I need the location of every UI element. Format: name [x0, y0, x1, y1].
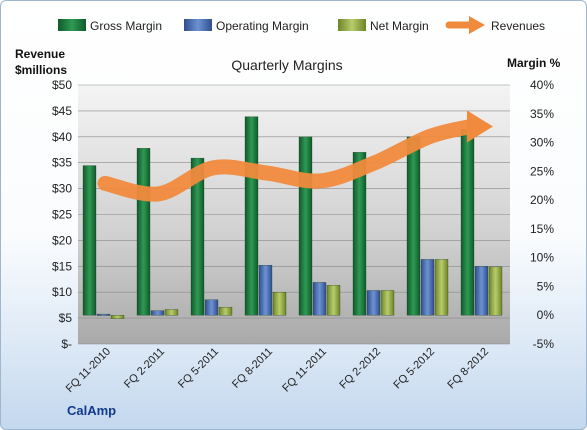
operating-margin-bar [96, 313, 111, 316]
bar-series [82, 116, 503, 319]
legend: Gross Margin Operating Margin Net Margin… [58, 16, 545, 34]
legend-swatch-revenues [445, 16, 485, 34]
left-axis-ticks: $- $5 $10 $15 $20 $25 $30 $35 $40 $45 $50 [52, 78, 72, 351]
left-tick-label: $50 [52, 78, 72, 92]
right-tick-label: 0% [537, 308, 555, 322]
right-tick-label: 20% [530, 193, 554, 207]
left-tick-label: $20 [52, 233, 72, 247]
gross-margin-bar [82, 165, 97, 316]
right-tick-label: 5% [537, 279, 555, 293]
right-tick-label: 40% [530, 78, 554, 92]
revenue-arrowhead [467, 110, 493, 143]
legend-label-revenues: Revenues [491, 19, 545, 33]
operating-margin-bar [312, 282, 327, 316]
company-label: CalAmp [67, 403, 116, 418]
net-margin-bar [326, 285, 341, 316]
operating-margin-bar [258, 264, 273, 316]
legend-swatch-gross-margin [58, 19, 86, 31]
net-margin-bar [272, 292, 287, 316]
gross-margin-bar [190, 157, 205, 316]
operating-margin-bar [150, 310, 165, 316]
gross-margin-bar [244, 116, 259, 316]
right-tick-label: 15% [530, 222, 554, 236]
operating-margin-bar [204, 299, 219, 316]
left-tick-label: $30 [52, 182, 72, 196]
right-axis-label: Margin % [507, 56, 561, 70]
gross-margin-bar [136, 148, 151, 316]
net-margin-bar [434, 259, 449, 316]
x-tick-label: FQ 8-2011 [230, 346, 275, 391]
right-axis-ticks: -5% 0% 5% 10% 15% 20% 25% 30% 35% 40% [530, 78, 554, 351]
x-tick-label: FQ 11-2011 [280, 346, 329, 395]
net-margin-bar [380, 290, 395, 316]
left-tick-label: $25 [52, 208, 72, 222]
net-margin-bar [488, 266, 503, 316]
legend-label-gross-margin: Gross Margin [90, 19, 162, 33]
right-tick-label: 30% [530, 136, 554, 150]
chart-title: Quarterly Margins [231, 57, 342, 73]
left-tick-label: $5 [59, 311, 73, 325]
x-axis-ticks: FQ 11-2010 FQ 2-2011 FQ 5-2011 FQ 8-2011 FQ … [64, 346, 491, 395]
operating-margin-bar [366, 290, 381, 316]
x-tick-label: FQ 5-2011 [176, 346, 221, 391]
x-tick-label: FQ 11-2010 [64, 346, 113, 395]
left-tick-label: $15 [52, 259, 72, 273]
left-tick-label: $- [61, 337, 72, 351]
legend-label-net-margin: Net Margin [370, 19, 429, 33]
left-axis-label-line2: $millions [15, 63, 67, 77]
gross-margin-bar [460, 129, 475, 316]
operating-margin-bar [474, 266, 489, 316]
x-tick-label: FQ 2-2011 [122, 346, 167, 391]
gross-margin-bar [298, 136, 313, 316]
revenue-line-series [97, 110, 493, 202]
left-tick-label: $35 [52, 156, 72, 170]
left-tick-label: $45 [52, 104, 72, 118]
net-margin-bar [164, 309, 179, 316]
right-tick-label: 25% [530, 164, 554, 178]
right-tick-label: -5% [533, 337, 555, 351]
left-tick-label: $40 [52, 130, 72, 144]
left-tick-label: $10 [52, 285, 72, 299]
x-tick-label: FQ 8-2012 [445, 346, 491, 392]
legend-label-operating-margin: Operating Margin [216, 19, 309, 33]
left-axis-label-line1: Revenue [15, 47, 65, 61]
x-tick-label: FQ 2-2012 [337, 346, 383, 392]
gross-margin-bar [352, 152, 367, 316]
legend-swatch-operating-margin [184, 19, 212, 31]
operating-margin-bar [420, 259, 435, 316]
right-tick-label: 35% [530, 107, 554, 121]
right-tick-label: 10% [530, 251, 554, 265]
net-margin-bar [110, 315, 125, 319]
revenue-line [97, 118, 479, 202]
legend-swatch-net-margin [338, 19, 366, 31]
x-tick-label: FQ 5-2012 [391, 346, 437, 392]
net-margin-bar [218, 307, 233, 316]
gross-margin-bar [406, 136, 421, 316]
